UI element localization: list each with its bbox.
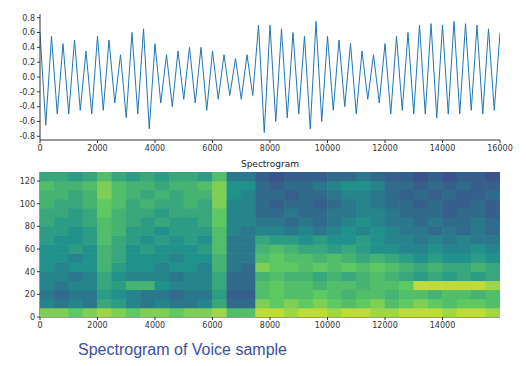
svg-text:100: 100	[20, 200, 35, 209]
html-text:Spectrogram: Spectrogram	[240, 159, 300, 169]
svg-text:8000: 8000	[260, 321, 280, 330]
svg-text:0.6: 0.6	[22, 28, 35, 37]
svg-text:10000: 10000	[315, 144, 340, 153]
svg-text:8000: 8000	[260, 144, 280, 153]
svg-text:60: 60	[25, 245, 35, 254]
svg-text:0.4: 0.4	[22, 43, 35, 52]
svg-text:12000: 12000	[372, 144, 397, 153]
svg-text:4000: 4000	[145, 144, 165, 153]
svg-text:2000: 2000	[87, 321, 107, 330]
svg-text:0: 0	[30, 313, 35, 322]
svg-text:0.2: 0.2	[22, 58, 35, 67]
svg-text:0: 0	[37, 321, 42, 330]
svg-text:20: 20	[25, 290, 35, 299]
svg-text:0.0: 0.0	[22, 73, 35, 82]
svg-text:0: 0	[37, 144, 42, 153]
svg-text:10000: 10000	[315, 321, 340, 330]
svg-text:4000: 4000	[145, 321, 165, 330]
svg-text:-0.6: -0.6	[19, 117, 35, 126]
svg-text:0.8: 0.8	[22, 14, 35, 23]
svg-text:-0.4: -0.4	[19, 102, 35, 111]
svg-text:120: 120	[20, 177, 35, 186]
svg-text:6000: 6000	[202, 144, 222, 153]
svg-text:6000: 6000	[202, 321, 222, 330]
svg-text:-0.8: -0.8	[19, 132, 35, 141]
svg-text:80: 80	[25, 222, 35, 231]
svg-text:14000: 14000	[430, 144, 455, 153]
svg-text:16000: 16000	[487, 144, 512, 153]
svg-text:-0.2: -0.2	[19, 88, 35, 97]
html-text:Spectrogram of Voice sample: Spectrogram of Voice sample	[78, 341, 287, 358]
svg-text:40: 40	[25, 268, 35, 277]
svg-text:14000: 14000	[430, 321, 455, 330]
svg-text:2000: 2000	[87, 144, 107, 153]
svg-text:12000: 12000	[372, 321, 397, 330]
